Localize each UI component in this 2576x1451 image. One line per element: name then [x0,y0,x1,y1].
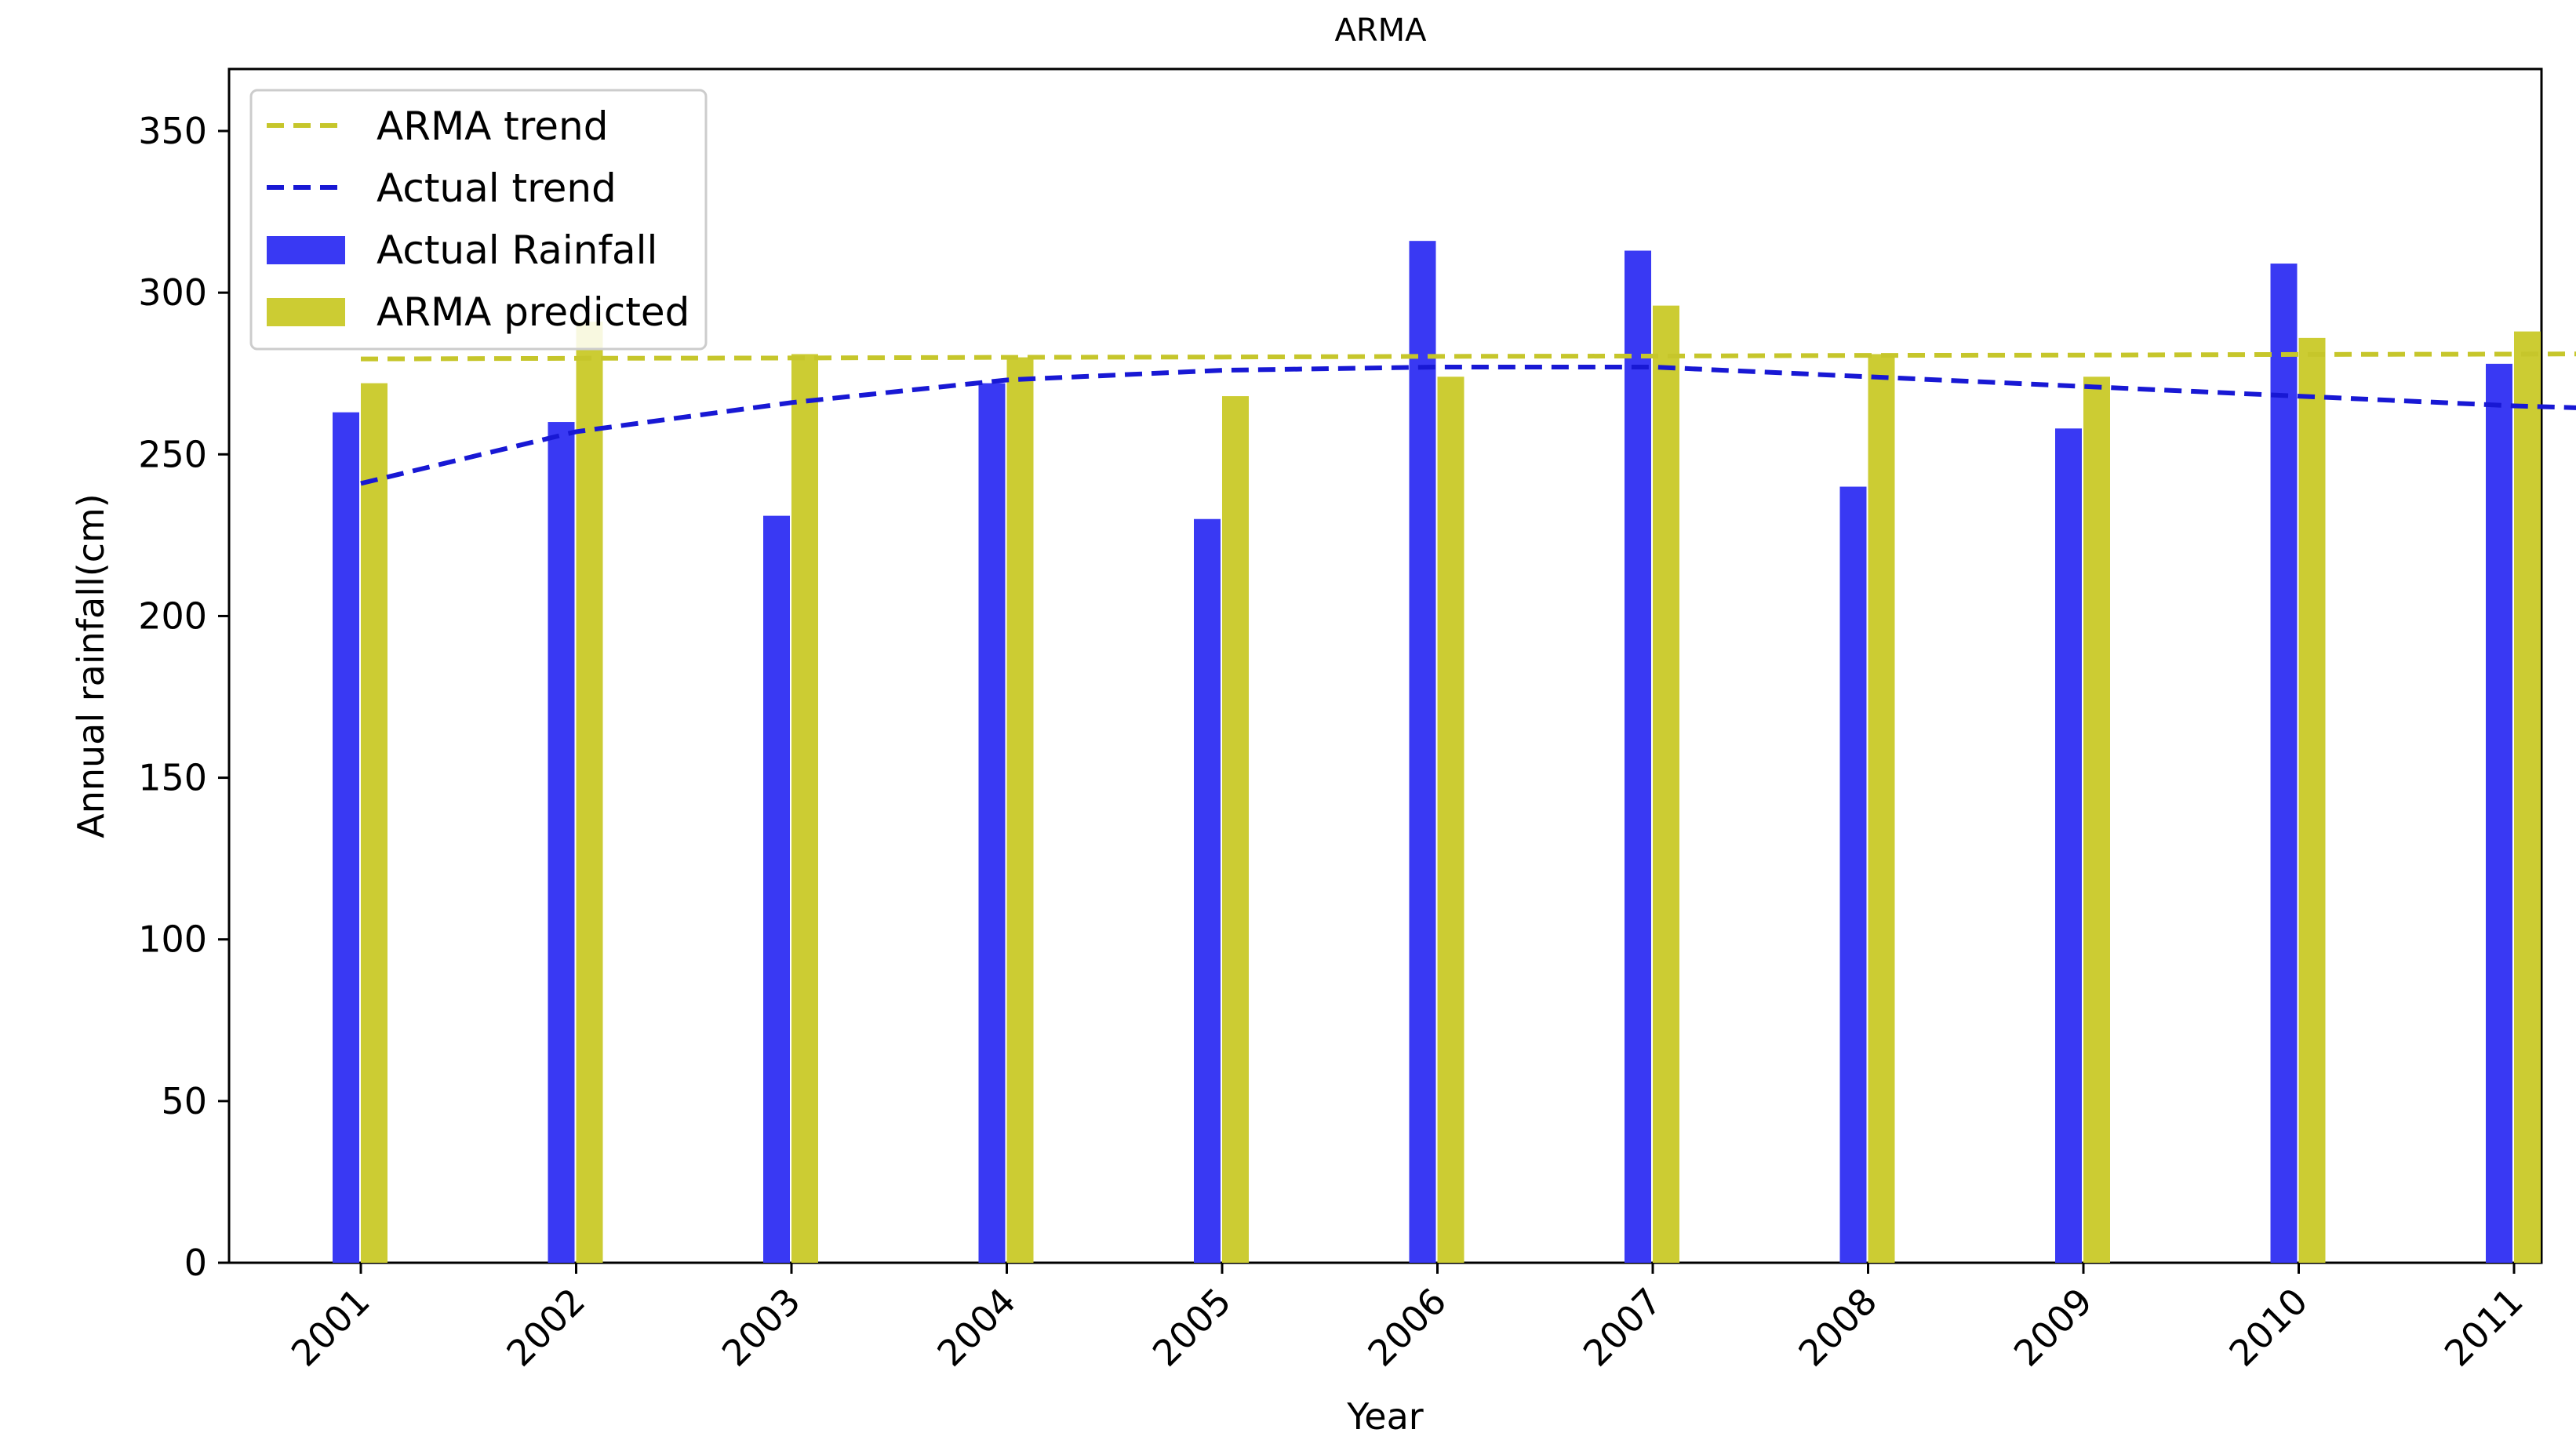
actual-rainfall-bar-2008 [1839,486,1867,1263]
x-tick-label: 2002 [498,1280,593,1375]
legend-swatch-arma-predicted [267,298,345,326]
arma-predicted-bar-2008 [1868,354,1895,1263]
arma-predicted-bar-2006 [1437,376,1464,1263]
y-tick-label: 0 [184,1242,207,1284]
legend: ARMA trend Actual trend Actual Rainfall ARM… [249,89,708,351]
arma-predicted-bar-2001 [361,383,387,1263]
arma-predicted-bar-2011 [2514,331,2541,1263]
arma-predicted-bar-2005 [1222,396,1249,1264]
y-tick-label: 250 [138,433,207,475]
chart-title: ARMA [1334,13,1427,49]
x-tick-label: 2011 [2436,1280,2531,1375]
actual-rainfall-bar-2001 [333,412,359,1263]
y-tick-label: 150 [138,757,207,799]
y-axis: 0 50 100 150 200 250 300 350 [138,110,229,1284]
y-tick-label: 50 [161,1080,207,1122]
x-tick-label: 2004 [929,1280,1024,1375]
arma-predicted-bar-2009 [2083,376,2110,1263]
x-tick-label: 2005 [1144,1280,1239,1375]
y-axis-label: Annual rainfall(cm) [70,493,112,838]
arma-predicted-bar-2004 [1006,357,1034,1264]
actual-rainfall-bar-2003 [763,515,790,1263]
x-tick-label: 2003 [714,1280,809,1375]
arma-predicted-bar-2002 [576,322,603,1264]
x-axis: 2001 2002 2003 2004 2005 2006 2007 2008 2009 2010… [283,1263,2531,1375]
legend-label-arma-predicted: ARMA predicted [377,289,689,335]
actual-rainfall-bar-2005 [1194,518,1221,1263]
y-tick-label: 350 [138,110,207,152]
y-tick-label: 300 [138,271,207,314]
actual-rainfall-bar-2002 [548,422,575,1263]
x-tick-label: 2010 [2221,1280,2316,1375]
trend-lines [360,351,2576,486]
actual-rainfall-bar-2010 [2270,264,2298,1264]
legend-label-arma-trend: ARMA trend [377,104,608,149]
x-tick-label: 2007 [1575,1280,1670,1375]
x-tick-label: 2001 [283,1280,378,1375]
arma-predicted-bar-2007 [1653,305,1679,1263]
arma-trend-line [360,351,2576,362]
actual-rainfall-bar-2007 [1625,250,1651,1264]
legend-swatch-actual-rainfall [267,236,345,264]
x-tick-label: 2006 [1359,1280,1454,1375]
x-tick-label: 2009 [2006,1280,2101,1375]
plot-area-frame [227,67,2543,1264]
arma-predicted-bar-2010 [2298,337,2326,1264]
x-tick-label: 2008 [1790,1280,1885,1375]
actual-trend-line [360,364,2576,486]
actual-rainfall-bar-2011 [2486,363,2512,1263]
y-tick-label: 200 [138,595,207,637]
bar-marks [333,241,2541,1264]
actual-rainfall-bar-2004 [978,383,1006,1263]
y-tick-label: 100 [138,918,207,961]
x-axis-label: Year [1346,1395,1423,1438]
legend-label-actual-trend: Actual trend [377,165,617,211]
actual-rainfall-bar-2006 [1409,241,1436,1264]
legend-label-actual-rainfall: Actual Rainfall [377,227,657,273]
legend-box [249,89,708,351]
arma-predicted-bar-2003 [791,354,818,1263]
actual-rainfall-bar-2009 [2055,428,2082,1263]
